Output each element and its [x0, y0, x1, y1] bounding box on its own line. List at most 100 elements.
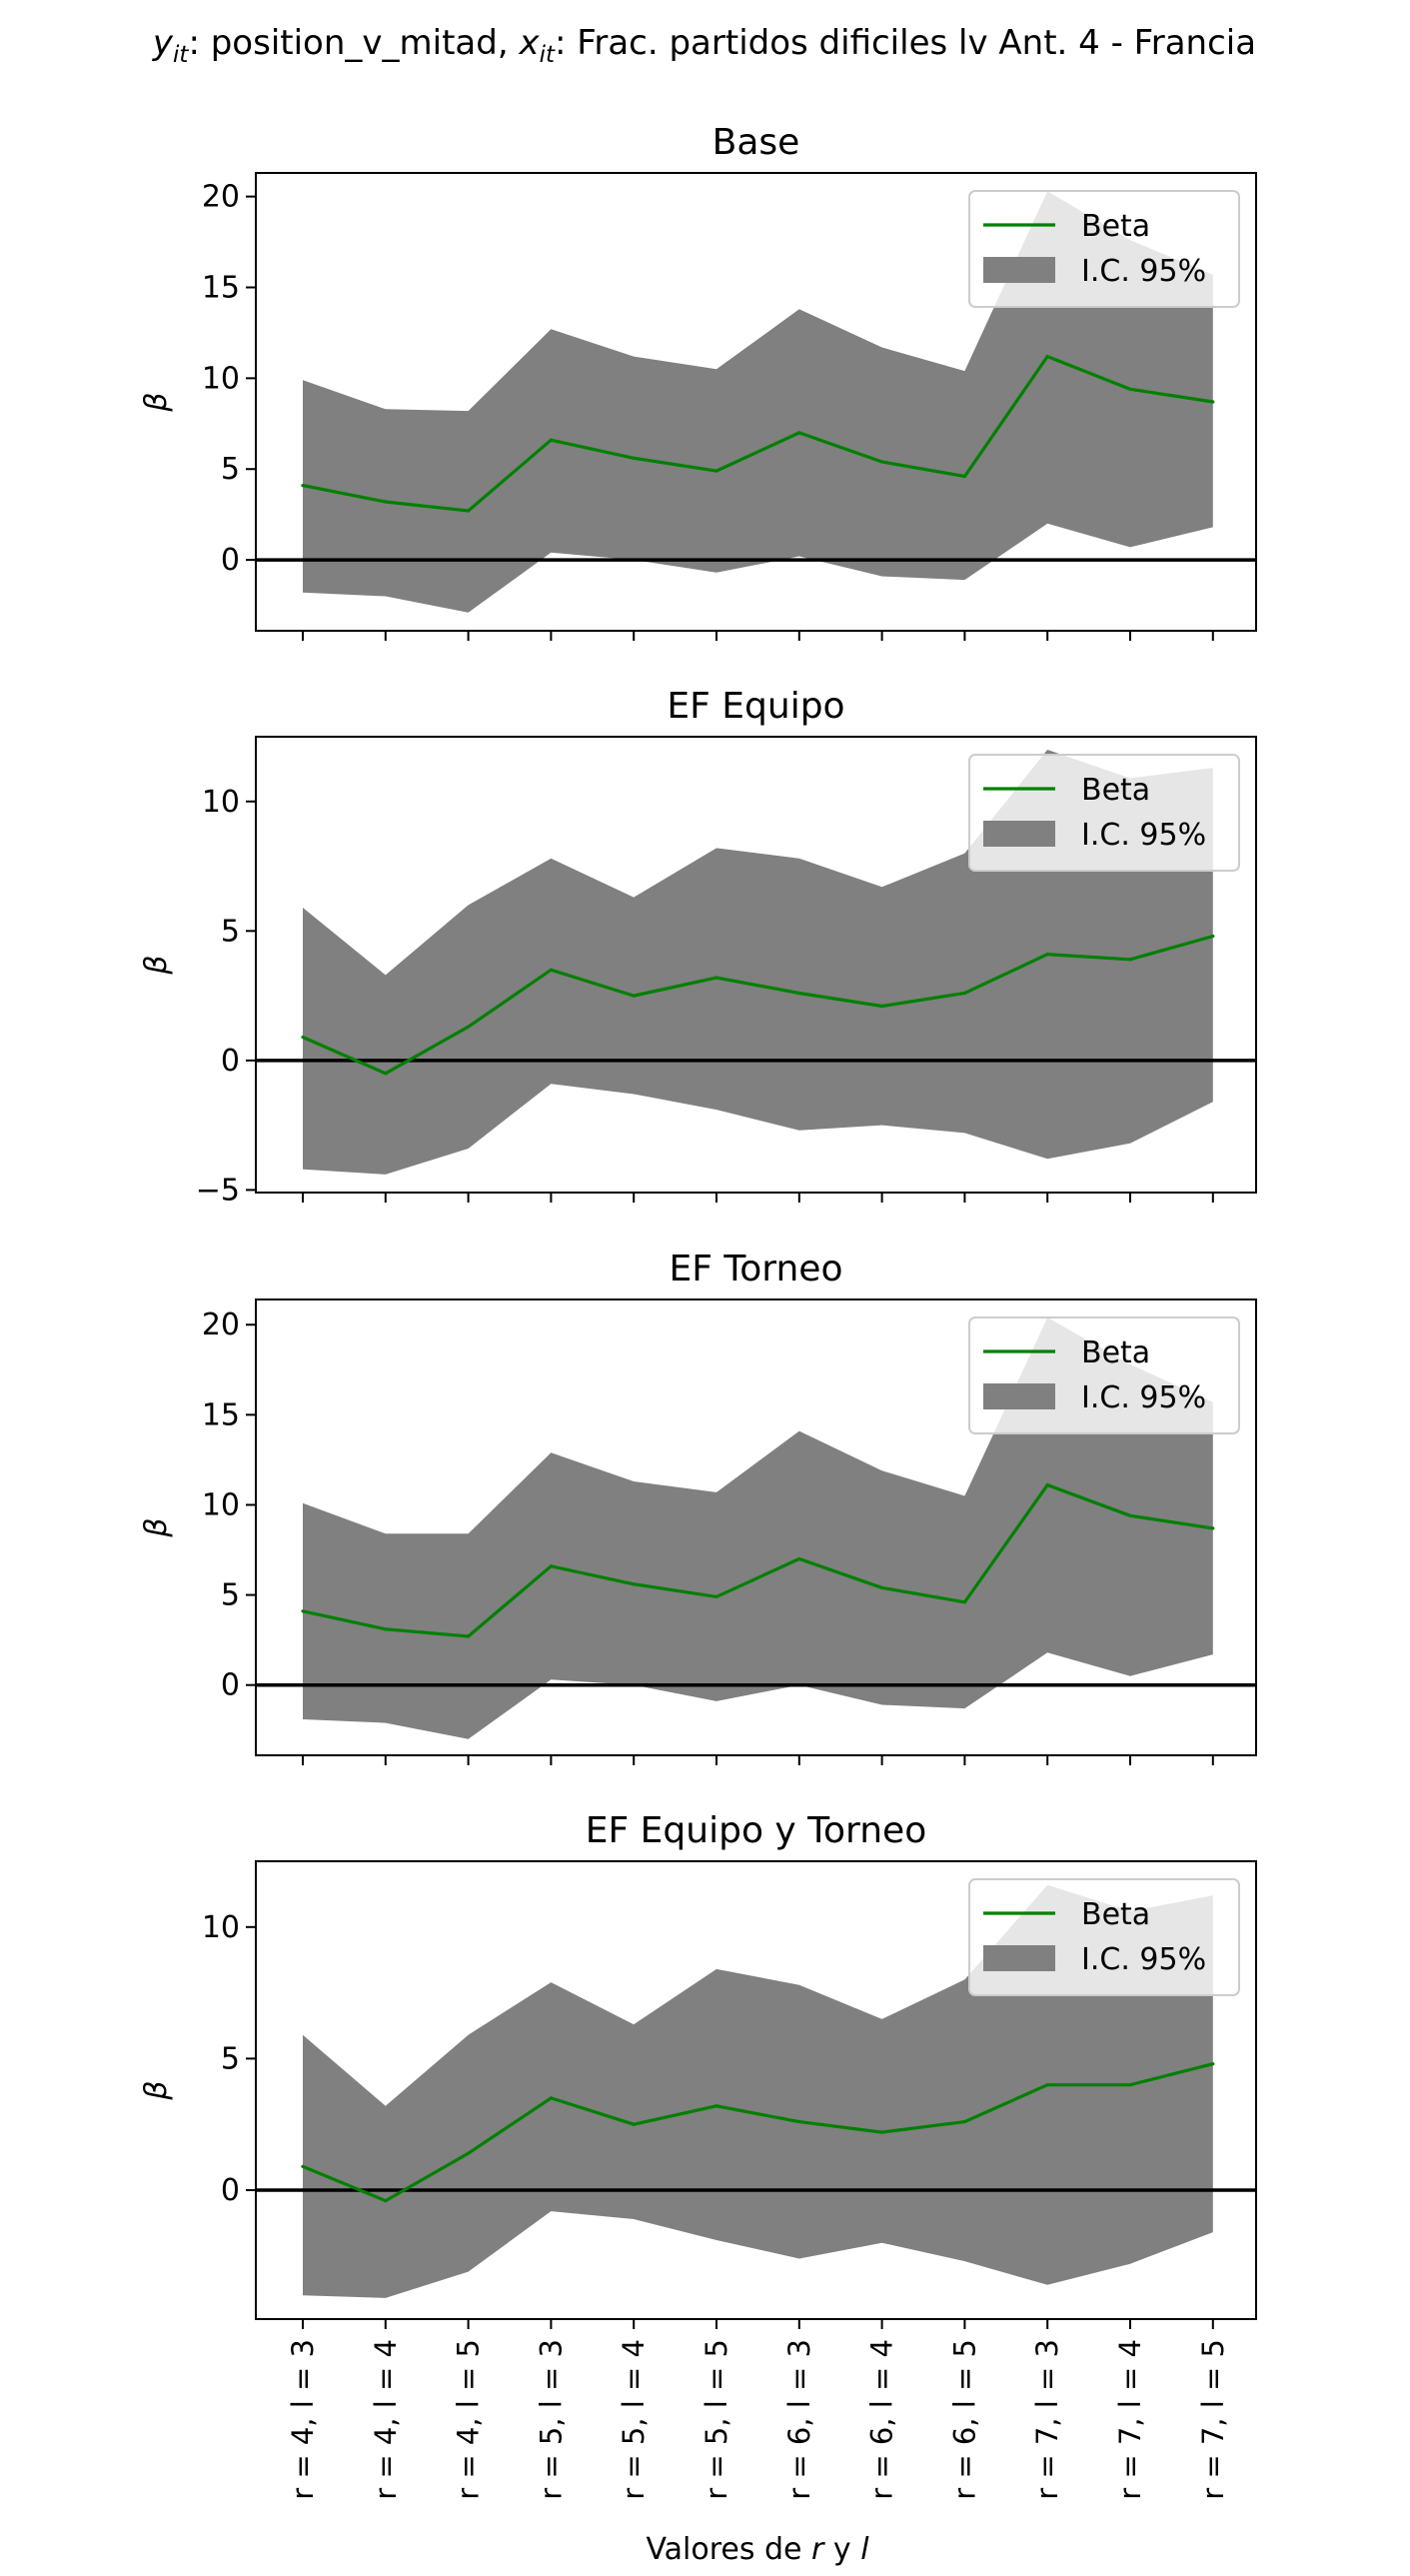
axes-frame [255, 736, 1257, 1194]
beta-point [549, 2096, 554, 2100]
y-tick-label: 5 [221, 2041, 240, 2076]
x-tick-label: r = 6, l = 5 [947, 2339, 981, 2500]
beta-point [714, 2104, 718, 2108]
legend-beta-label: Beta [1081, 1897, 1150, 1932]
axes-frame [255, 1298, 1257, 1756]
ci-band [303, 191, 1213, 613]
beta-point [714, 469, 718, 473]
beta-point [1128, 387, 1132, 391]
legend-ci-swatch [983, 1383, 1055, 1409]
beta-point [1211, 1526, 1215, 1530]
subplot-title: EF Equipo [667, 686, 844, 727]
beta-point [632, 994, 636, 998]
beta-point [467, 1025, 471, 1029]
beta-point [797, 1556, 801, 1561]
beta-point [384, 2198, 388, 2203]
beta-point [384, 500, 388, 504]
beta-line [302, 354, 1214, 513]
axes-frame [255, 1860, 1257, 2320]
beta-point [1045, 354, 1049, 359]
beta-point [549, 1564, 554, 1568]
x-tick-label: r = 4, l = 3 [286, 2339, 320, 2500]
beta-line [302, 934, 1214, 1076]
legend-ci-label: I.C. 95% [1081, 254, 1206, 289]
legend-ci-swatch [983, 821, 1055, 847]
beta-point [301, 484, 305, 488]
y-axis-label: β [139, 955, 174, 975]
beta-point [962, 2119, 967, 2124]
x-tick-label: r = 5, l = 5 [700, 2339, 733, 2500]
subplot-title: EF Torneo [670, 1249, 843, 1289]
figure-suptitle: yit: position_v_mitad, xit: Frac. partid… [152, 23, 1256, 68]
beta-point [301, 1609, 305, 1613]
y-tick-label: 20 [202, 1307, 240, 1342]
legend-beta-label: Beta [1081, 209, 1150, 244]
x-tick-label: r = 4, l = 4 [369, 2339, 403, 2500]
x-tick-label: r = 5, l = 4 [617, 2339, 651, 2500]
beta-point [714, 976, 718, 980]
legend: Beta I.C. 95% [968, 754, 1240, 872]
beta-point [1211, 2062, 1215, 2066]
beta-point [632, 1582, 636, 1586]
plot-area [256, 1317, 1256, 1739]
y-tick-label: 10 [202, 1487, 240, 1522]
legend: Beta I.C. 95% [968, 1316, 1240, 1434]
x-tick-label: r = 7, l = 4 [1113, 2339, 1147, 2500]
beta-point [962, 474, 967, 479]
beta-point [549, 968, 554, 972]
beta-point [1128, 2083, 1132, 2087]
beta-point [632, 456, 636, 460]
x-axis-label: Valores de r y l [646, 2532, 869, 2567]
y-tick-label: 15 [202, 1397, 240, 1432]
subplot-3: EF Torneo 0 5 10 15 20 β Beta I.C. 95% [139, 1249, 1257, 1765]
beta-point [467, 1634, 471, 1638]
beta-point [880, 1004, 884, 1009]
y-axis-label: β [139, 392, 174, 412]
beta-point [880, 2130, 884, 2134]
beta-point [1128, 958, 1132, 962]
beta-point [880, 1585, 884, 1589]
y-tick-label: 20 [202, 180, 240, 215]
x-tick-labels: r = 4, l = 3 r = 4, l = 4 r = 4, l = 5 r = … [286, 2339, 1230, 2500]
beta-point [1128, 1513, 1132, 1517]
beta-point [384, 1627, 388, 1631]
beta-point [549, 438, 554, 442]
beta-point [1211, 400, 1215, 404]
beta-point [1045, 2083, 1049, 2087]
y-tick-label: −5 [196, 1173, 240, 1208]
beta-point [797, 2119, 801, 2124]
y-tick-label: 10 [202, 361, 240, 396]
x-tick-label: r = 6, l = 4 [865, 2339, 899, 2500]
y-axis-label: β [139, 2080, 174, 2100]
legend-beta-label: Beta [1081, 773, 1150, 808]
beta-point [714, 1594, 718, 1598]
y-tick-label: 0 [221, 2173, 240, 2208]
legend-ci-label: I.C. 95% [1081, 1942, 1206, 1977]
ci-band [303, 1317, 1213, 1739]
subplot-1: Base 0 5 10 15 20 β Beta I.C. 95% [139, 122, 1257, 641]
y-tick-label: 15 [202, 271, 240, 306]
axes-frame [255, 172, 1257, 632]
beta-point [962, 991, 967, 996]
beta-line [302, 2062, 1214, 2203]
subplot-2: EF Equipo −5 0 5 10 β Beta I.C. 95% [139, 686, 1257, 1208]
x-tick-label: r = 5, l = 3 [534, 2339, 568, 2500]
plot-area [256, 191, 1256, 613]
legend-beta-label: Beta [1081, 1335, 1150, 1370]
y-tick-label: 5 [221, 1578, 240, 1613]
beta-point [1211, 934, 1215, 939]
subplots-container: Base 0 5 10 15 20 β Beta I.C. 95% EF Equipo −5 0 5 10… [139, 122, 1257, 2329]
y-tick-label: 5 [221, 914, 240, 949]
subplot-title: Base [712, 122, 800, 163]
y-tick-label: 10 [202, 785, 240, 820]
legend: Beta I.C. 95% [968, 1878, 1240, 1996]
subplot-4: EF Equipo y Torneo 0 5 10 β Beta I.C. 95% [139, 1810, 1257, 2329]
y-tick-label: 10 [202, 1910, 240, 1945]
legend-ci-label: I.C. 95% [1081, 1380, 1206, 1415]
y-tick-label: 0 [221, 543, 240, 578]
y-axis-label: β [139, 1517, 174, 1537]
subplot-title: EF Equipo y Torneo [586, 1810, 926, 1851]
beta-point [1045, 953, 1049, 957]
x-tick-label: r = 7, l = 3 [1030, 2339, 1064, 2500]
